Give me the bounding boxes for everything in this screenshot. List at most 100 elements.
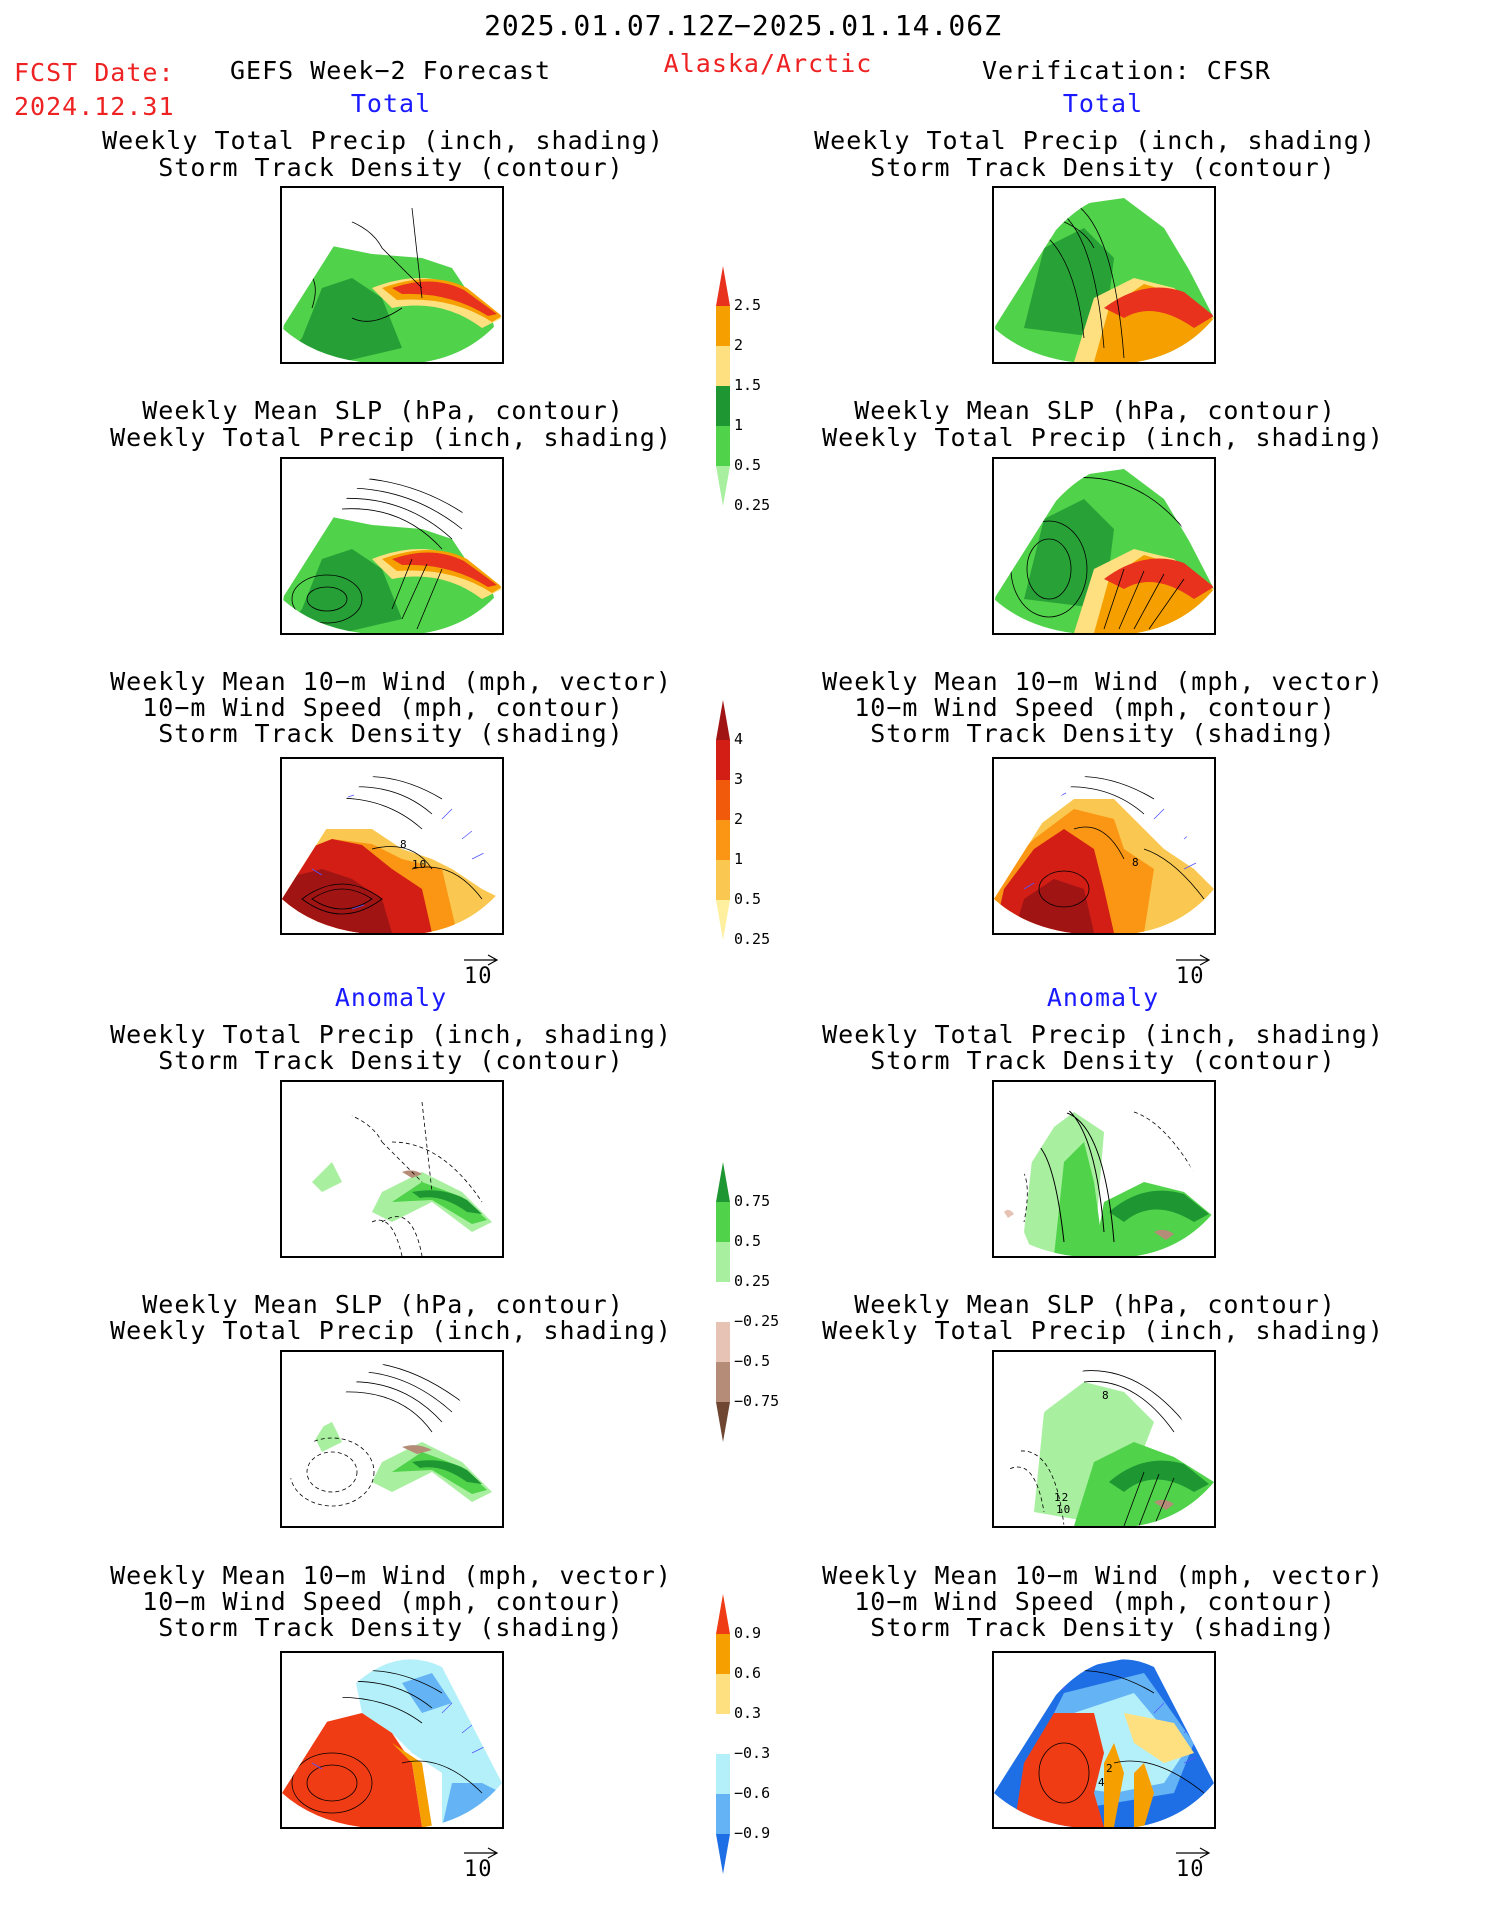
contour-label-fc-wind-10: 10	[412, 858, 428, 871]
colorbar-label: −0.75	[734, 1392, 780, 1410]
map-cfsr-slp-anomaly: 8 12 10	[992, 1350, 1216, 1528]
colorbar-label: 1	[734, 416, 744, 434]
colorbar-label: 1	[734, 850, 744, 868]
title-ob-wind-3: Storm Track Density (shading)	[870, 719, 1336, 748]
colorbar-label: 0.3	[734, 1704, 762, 1722]
colorbar-label: 0.6	[734, 1664, 762, 1682]
colorbar-label: 0.25	[734, 496, 771, 514]
map-cfsr-wind-total: 8	[992, 757, 1216, 935]
colorbar-segment	[716, 1402, 730, 1442]
title-fc-slp-2: Weekly Total Precip (inch, shading)	[110, 423, 672, 452]
map-cfsr-precip-total	[992, 186, 1216, 364]
colorbar-label: −0.5	[734, 1352, 771, 1370]
vector-reference-label: 10	[1176, 1857, 1205, 1882]
region-title: Alaska/Arctic	[663, 49, 873, 78]
colorbar-label: 2	[734, 336, 744, 354]
colorbar-label: −0.6	[734, 1784, 771, 1802]
colorbar-segment	[716, 1794, 730, 1834]
map-forecast-slp-total	[280, 457, 504, 635]
title-fc-wind-3: Storm Track Density (shading)	[158, 719, 624, 748]
title-oba-slp-1: Weekly Mean SLP (hPa, contour)	[854, 1290, 1336, 1319]
map-forecast-slp-anomaly	[280, 1350, 504, 1528]
title-oba-wind-3: Storm Track Density (shading)	[870, 1613, 1336, 1642]
title-ob-precip-2: Storm Track Density (contour)	[870, 153, 1336, 182]
map-cfsr-slp-total	[992, 457, 1216, 635]
section-anomaly-left: Anomaly	[334, 983, 448, 1012]
vector-reference-label: 10	[1176, 964, 1205, 989]
title-ob-wind-1: Weekly Mean 10−m Wind (mph, vector)	[822, 667, 1384, 696]
colorbar-graphic	[716, 1162, 730, 1442]
title-ob-slp-2: Weekly Total Precip (inch, shading)	[822, 423, 1384, 452]
section-anomaly-right: Anomaly	[1046, 983, 1160, 1012]
colorbar-segment	[716, 740, 730, 780]
colorbar-label: 1.5	[734, 376, 762, 394]
title-oba-slp-2: Weekly Total Precip (inch, shading)	[822, 1316, 1384, 1345]
colorbar-segment	[716, 820, 730, 860]
colorbar-label: 4	[734, 730, 744, 748]
fcst-date-label: FCST Date:	[14, 58, 175, 87]
map-cfsr-precip-anomaly	[992, 1080, 1216, 1258]
title-ob-slp-1: Weekly Mean SLP (hPa, contour)	[854, 396, 1336, 425]
contour-label-fc-wind-8: 8	[400, 838, 408, 851]
colorbar-segment	[716, 306, 730, 346]
title-fca-slp-1: Weekly Mean SLP (hPa, contour)	[142, 1290, 624, 1319]
colorbar-segment	[716, 1162, 730, 1202]
colorbar-label: 0.5	[734, 456, 762, 474]
colorbar-graphic	[716, 700, 730, 940]
colorbar-segment	[716, 466, 730, 506]
colorbar-label: 0.5	[734, 890, 762, 908]
vector-reference-ob-total: 10	[1174, 952, 1214, 988]
title-fca-wind-3: Storm Track Density (shading)	[158, 1613, 624, 1642]
map-forecast-wind-anomaly	[280, 1651, 504, 1829]
colorbar-graphic	[716, 1594, 730, 1874]
colorbar-label: 0.25	[734, 930, 771, 948]
colorbar-segment	[716, 1634, 730, 1674]
colorbar-label: −0.25	[734, 1312, 780, 1330]
map-forecast-wind-total: 8 10	[280, 757, 504, 935]
colorbar-segment	[716, 346, 730, 386]
vector-reference-label: 10	[464, 964, 493, 989]
colorbar-segment	[716, 1594, 730, 1634]
colorbar-segment	[716, 1282, 730, 1322]
colorbar-label: 2.5	[734, 296, 762, 314]
title-fca-slp-2: Weekly Total Precip (inch, shading)	[110, 1316, 672, 1345]
title-fc-slp-1: Weekly Mean SLP (hPa, contour)	[142, 396, 624, 425]
vector-reference-fc-total: 10	[462, 952, 502, 988]
title-fc-precip-1: Weekly Total Precip (inch, shading)	[102, 126, 664, 155]
colorbar-segment	[716, 1674, 730, 1714]
contour-label-cfsr-wind-anom-2: 2	[1106, 1762, 1114, 1775]
colorbar-label: 0.75	[734, 1192, 771, 1210]
colorbar-segment	[716, 780, 730, 820]
colorbar-graphic	[716, 266, 730, 506]
contour-label-cfsr-wind-anom-4: 4	[1098, 1776, 1106, 1789]
colorbar-segment	[716, 386, 730, 426]
colorbar-label: 2	[734, 810, 744, 828]
colorbar-segment	[716, 1834, 730, 1874]
colorbar-segment	[716, 1242, 730, 1282]
title-oba-wind-2: 10−m Wind Speed (mph, contour)	[854, 1587, 1336, 1616]
colorbar-segment	[716, 1202, 730, 1242]
section-total-right: Total	[1062, 89, 1144, 118]
colorbar-label: −0.9	[734, 1824, 771, 1842]
period-title: 2025.01.07.12Z−2025.01.14.06Z	[484, 9, 1002, 42]
colorbar-label: 3	[734, 770, 744, 788]
map-forecast-precip-anomaly	[280, 1080, 504, 1258]
model-title: GEFS Week−2 Forecast	[230, 56, 552, 85]
colorbar-label: 0.5	[734, 1232, 762, 1250]
colorbar-label: −0.3	[734, 1744, 771, 1762]
fcst-date-value: 2024.12.31	[14, 92, 175, 121]
title-fca-precip-2: Storm Track Density (contour)	[158, 1046, 624, 1075]
vector-reference-fc-anom: 10	[462, 1845, 502, 1881]
title-fc-precip-2: Storm Track Density (contour)	[158, 153, 624, 182]
colorbar-segment	[716, 900, 730, 940]
title-oba-wind-1: Weekly Mean 10−m Wind (mph, vector)	[822, 1561, 1384, 1590]
map-forecast-precip-total	[280, 186, 504, 364]
colorbar-segment	[716, 1362, 730, 1402]
title-ob-precip-1: Weekly Total Precip (inch, shading)	[814, 126, 1376, 155]
colorbar-segment	[716, 266, 730, 306]
map-cfsr-wind-anomaly: 2 4	[992, 1651, 1216, 1829]
vector-reference-label: 10	[464, 1857, 493, 1882]
title-ob-wind-2: 10−m Wind Speed (mph, contour)	[854, 693, 1336, 722]
colorbar-label: 0.9	[734, 1624, 762, 1642]
colorbar-segment	[716, 1322, 730, 1362]
